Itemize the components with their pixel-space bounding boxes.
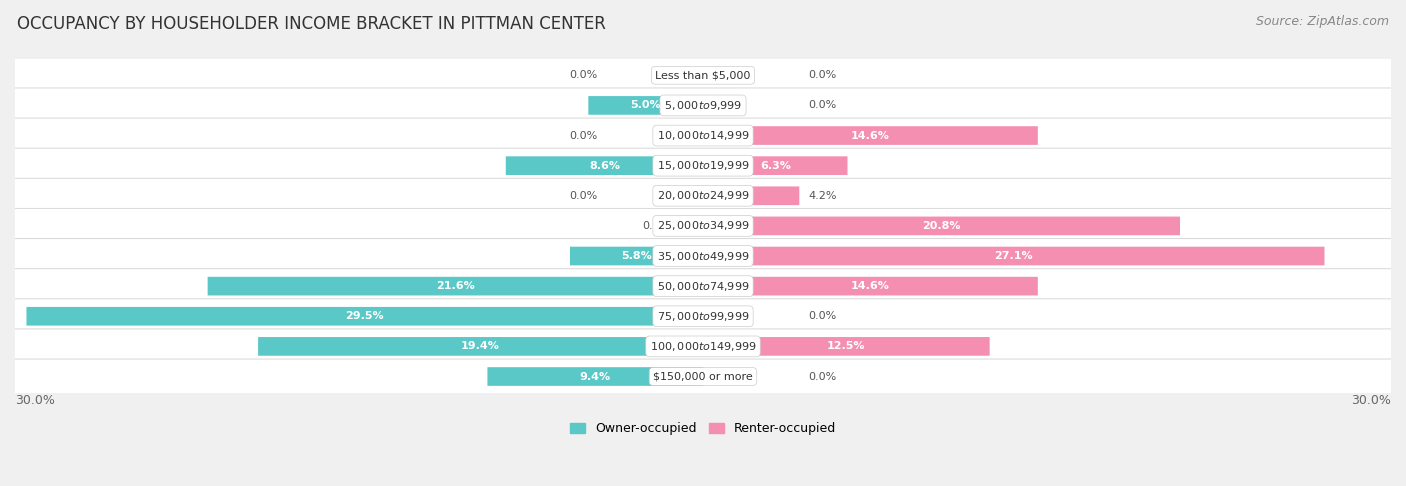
FancyBboxPatch shape	[703, 217, 1180, 235]
Text: $20,000 to $24,999: $20,000 to $24,999	[657, 189, 749, 202]
Text: 0.0%: 0.0%	[569, 131, 598, 140]
Text: OCCUPANCY BY HOUSEHOLDER INCOME BRACKET IN PITTMAN CENTER: OCCUPANCY BY HOUSEHOLDER INCOME BRACKET …	[17, 15, 606, 33]
FancyBboxPatch shape	[488, 367, 703, 386]
FancyBboxPatch shape	[1, 88, 1405, 123]
Text: 5.0%: 5.0%	[630, 101, 661, 110]
Text: 6.3%: 6.3%	[759, 161, 790, 171]
FancyBboxPatch shape	[1, 269, 1405, 304]
Text: 9.4%: 9.4%	[579, 371, 610, 382]
FancyBboxPatch shape	[208, 277, 703, 295]
Text: 8.6%: 8.6%	[589, 161, 620, 171]
Text: $25,000 to $34,999: $25,000 to $34,999	[657, 219, 749, 232]
FancyBboxPatch shape	[259, 337, 703, 356]
FancyBboxPatch shape	[1, 329, 1405, 364]
Text: 0.0%: 0.0%	[808, 371, 837, 382]
Text: $10,000 to $14,999: $10,000 to $14,999	[657, 129, 749, 142]
Text: $5,000 to $9,999: $5,000 to $9,999	[664, 99, 742, 112]
Text: 14.6%: 14.6%	[851, 131, 890, 140]
FancyBboxPatch shape	[703, 156, 848, 175]
FancyBboxPatch shape	[703, 126, 1038, 145]
FancyBboxPatch shape	[703, 247, 1324, 265]
Text: 21.6%: 21.6%	[436, 281, 475, 291]
FancyBboxPatch shape	[1, 239, 1405, 274]
FancyBboxPatch shape	[1, 178, 1405, 213]
FancyBboxPatch shape	[1, 58, 1405, 93]
FancyBboxPatch shape	[506, 156, 703, 175]
FancyBboxPatch shape	[1, 299, 1405, 334]
Text: 0.0%: 0.0%	[569, 70, 598, 80]
Text: 5.8%: 5.8%	[621, 251, 652, 261]
FancyBboxPatch shape	[588, 96, 703, 115]
Text: Source: ZipAtlas.com: Source: ZipAtlas.com	[1256, 15, 1389, 28]
Text: 20.8%: 20.8%	[922, 221, 960, 231]
Text: 27.1%: 27.1%	[994, 251, 1033, 261]
Text: 14.6%: 14.6%	[851, 281, 890, 291]
FancyBboxPatch shape	[1, 148, 1405, 183]
FancyBboxPatch shape	[1, 208, 1405, 243]
FancyBboxPatch shape	[686, 217, 703, 235]
Text: 30.0%: 30.0%	[15, 394, 55, 407]
Text: 29.5%: 29.5%	[346, 311, 384, 321]
Text: $50,000 to $74,999: $50,000 to $74,999	[657, 279, 749, 293]
FancyBboxPatch shape	[1, 118, 1405, 153]
FancyBboxPatch shape	[703, 187, 800, 205]
Text: $100,000 to $149,999: $100,000 to $149,999	[650, 340, 756, 353]
Text: 0.0%: 0.0%	[808, 70, 837, 80]
Text: 0.0%: 0.0%	[569, 191, 598, 201]
Text: 4.2%: 4.2%	[808, 191, 837, 201]
Text: 19.4%: 19.4%	[461, 341, 501, 351]
Text: 0.0%: 0.0%	[808, 311, 837, 321]
Text: 0.72%: 0.72%	[641, 221, 678, 231]
Legend: Owner-occupied, Renter-occupied: Owner-occupied, Renter-occupied	[565, 417, 841, 440]
Text: 0.0%: 0.0%	[808, 101, 837, 110]
Text: $75,000 to $99,999: $75,000 to $99,999	[657, 310, 749, 323]
FancyBboxPatch shape	[569, 247, 703, 265]
Text: $35,000 to $49,999: $35,000 to $49,999	[657, 249, 749, 262]
Text: $150,000 or more: $150,000 or more	[654, 371, 752, 382]
FancyBboxPatch shape	[27, 307, 703, 326]
FancyBboxPatch shape	[703, 337, 990, 356]
FancyBboxPatch shape	[1, 359, 1405, 394]
Text: 12.5%: 12.5%	[827, 341, 866, 351]
FancyBboxPatch shape	[703, 277, 1038, 295]
Text: Less than $5,000: Less than $5,000	[655, 70, 751, 80]
Text: $15,000 to $19,999: $15,000 to $19,999	[657, 159, 749, 172]
Text: 30.0%: 30.0%	[1351, 394, 1391, 407]
